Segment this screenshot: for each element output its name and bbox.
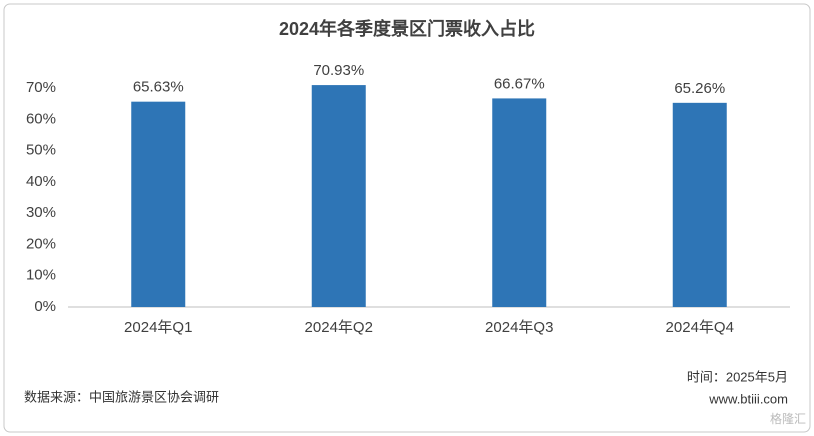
date-note: 时间：2025年5月 [687,369,788,384]
value-label: 65.26% [674,80,725,97]
website-note: www.btiii.com [708,391,788,406]
y-tick-label: 40% [26,173,56,190]
value-label: 70.93% [313,62,364,79]
bar [672,102,727,307]
value-label: 66.67% [494,75,545,92]
y-tick-label: 50% [26,142,56,159]
source-note: 数据来源：中国旅游景区协会调研 [24,389,219,404]
y-tick-label: 0% [34,298,56,315]
x-tick-label: 2024年Q4 [666,319,734,336]
x-tick-label: 2024年Q2 [305,319,373,336]
y-tick-label: 60% [26,110,56,127]
value-label: 65.63% [133,79,184,96]
y-tick-label: 70% [26,79,56,96]
y-tick-label: 30% [26,204,56,221]
x-tick-label: 2024年Q1 [124,319,192,336]
bar [311,85,366,308]
bar [131,101,186,307]
chart-border [3,3,811,433]
bar [492,98,547,307]
y-tick-label: 20% [26,235,56,252]
chart-title: 2024年各季度景区门票收入占比 [279,18,535,39]
x-tick-label: 2024年Q3 [485,319,553,336]
y-tick-label: 10% [26,267,56,284]
watermark: 格隆汇 [770,411,806,426]
